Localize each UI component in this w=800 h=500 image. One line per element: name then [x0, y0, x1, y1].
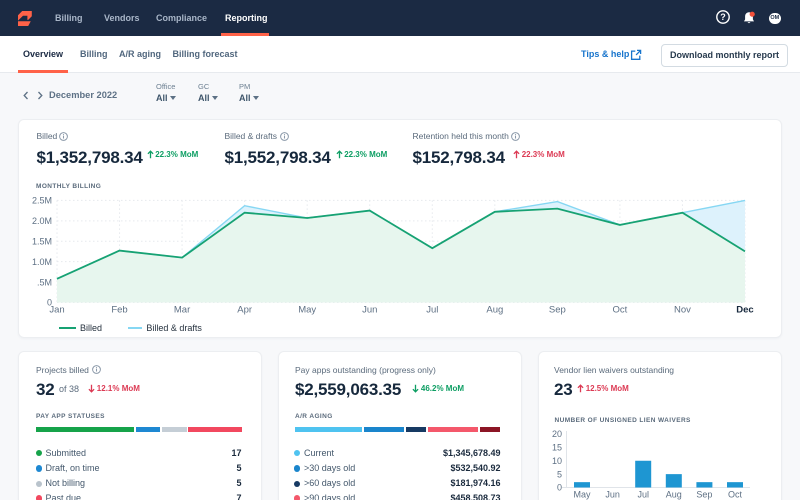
svg-text:Feb: Feb	[111, 305, 127, 316]
svg-text:Sep: Sep	[696, 490, 712, 500]
svg-text:Aug: Aug	[666, 490, 682, 500]
svg-text:20: 20	[552, 429, 562, 439]
svg-text:2.5M: 2.5M	[32, 196, 52, 206]
svg-text:Nov: Nov	[674, 305, 691, 316]
svg-text:Oct: Oct	[613, 305, 628, 316]
svg-text:Jul: Jul	[426, 305, 438, 316]
svg-text:15: 15	[552, 443, 562, 453]
svg-text:May: May	[298, 305, 316, 316]
svg-text:1.0M: 1.0M	[32, 257, 52, 267]
svg-text:Sep: Sep	[549, 305, 566, 316]
svg-text:Aug: Aug	[486, 305, 503, 316]
svg-text:2.0M: 2.0M	[32, 216, 52, 226]
svg-text:0: 0	[47, 298, 52, 308]
svg-text:Jun: Jun	[362, 305, 377, 316]
svg-text:Mar: Mar	[174, 305, 190, 316]
svg-text:.5M: .5M	[37, 277, 52, 287]
svg-text:?: ?	[720, 12, 726, 22]
svg-text:Apr: Apr	[237, 305, 252, 316]
svg-text:1.5M: 1.5M	[32, 236, 52, 246]
svg-text:Oct: Oct	[728, 490, 743, 500]
svg-text:Jun: Jun	[605, 490, 620, 500]
svg-text:5: 5	[557, 469, 562, 479]
svg-text:Jul: Jul	[637, 490, 649, 500]
svg-text:Jan: Jan	[49, 305, 64, 316]
svg-text:0: 0	[557, 483, 562, 493]
svg-text:10: 10	[552, 456, 562, 466]
svg-text:May: May	[573, 490, 591, 500]
svg-text:Dec: Dec	[736, 305, 753, 316]
